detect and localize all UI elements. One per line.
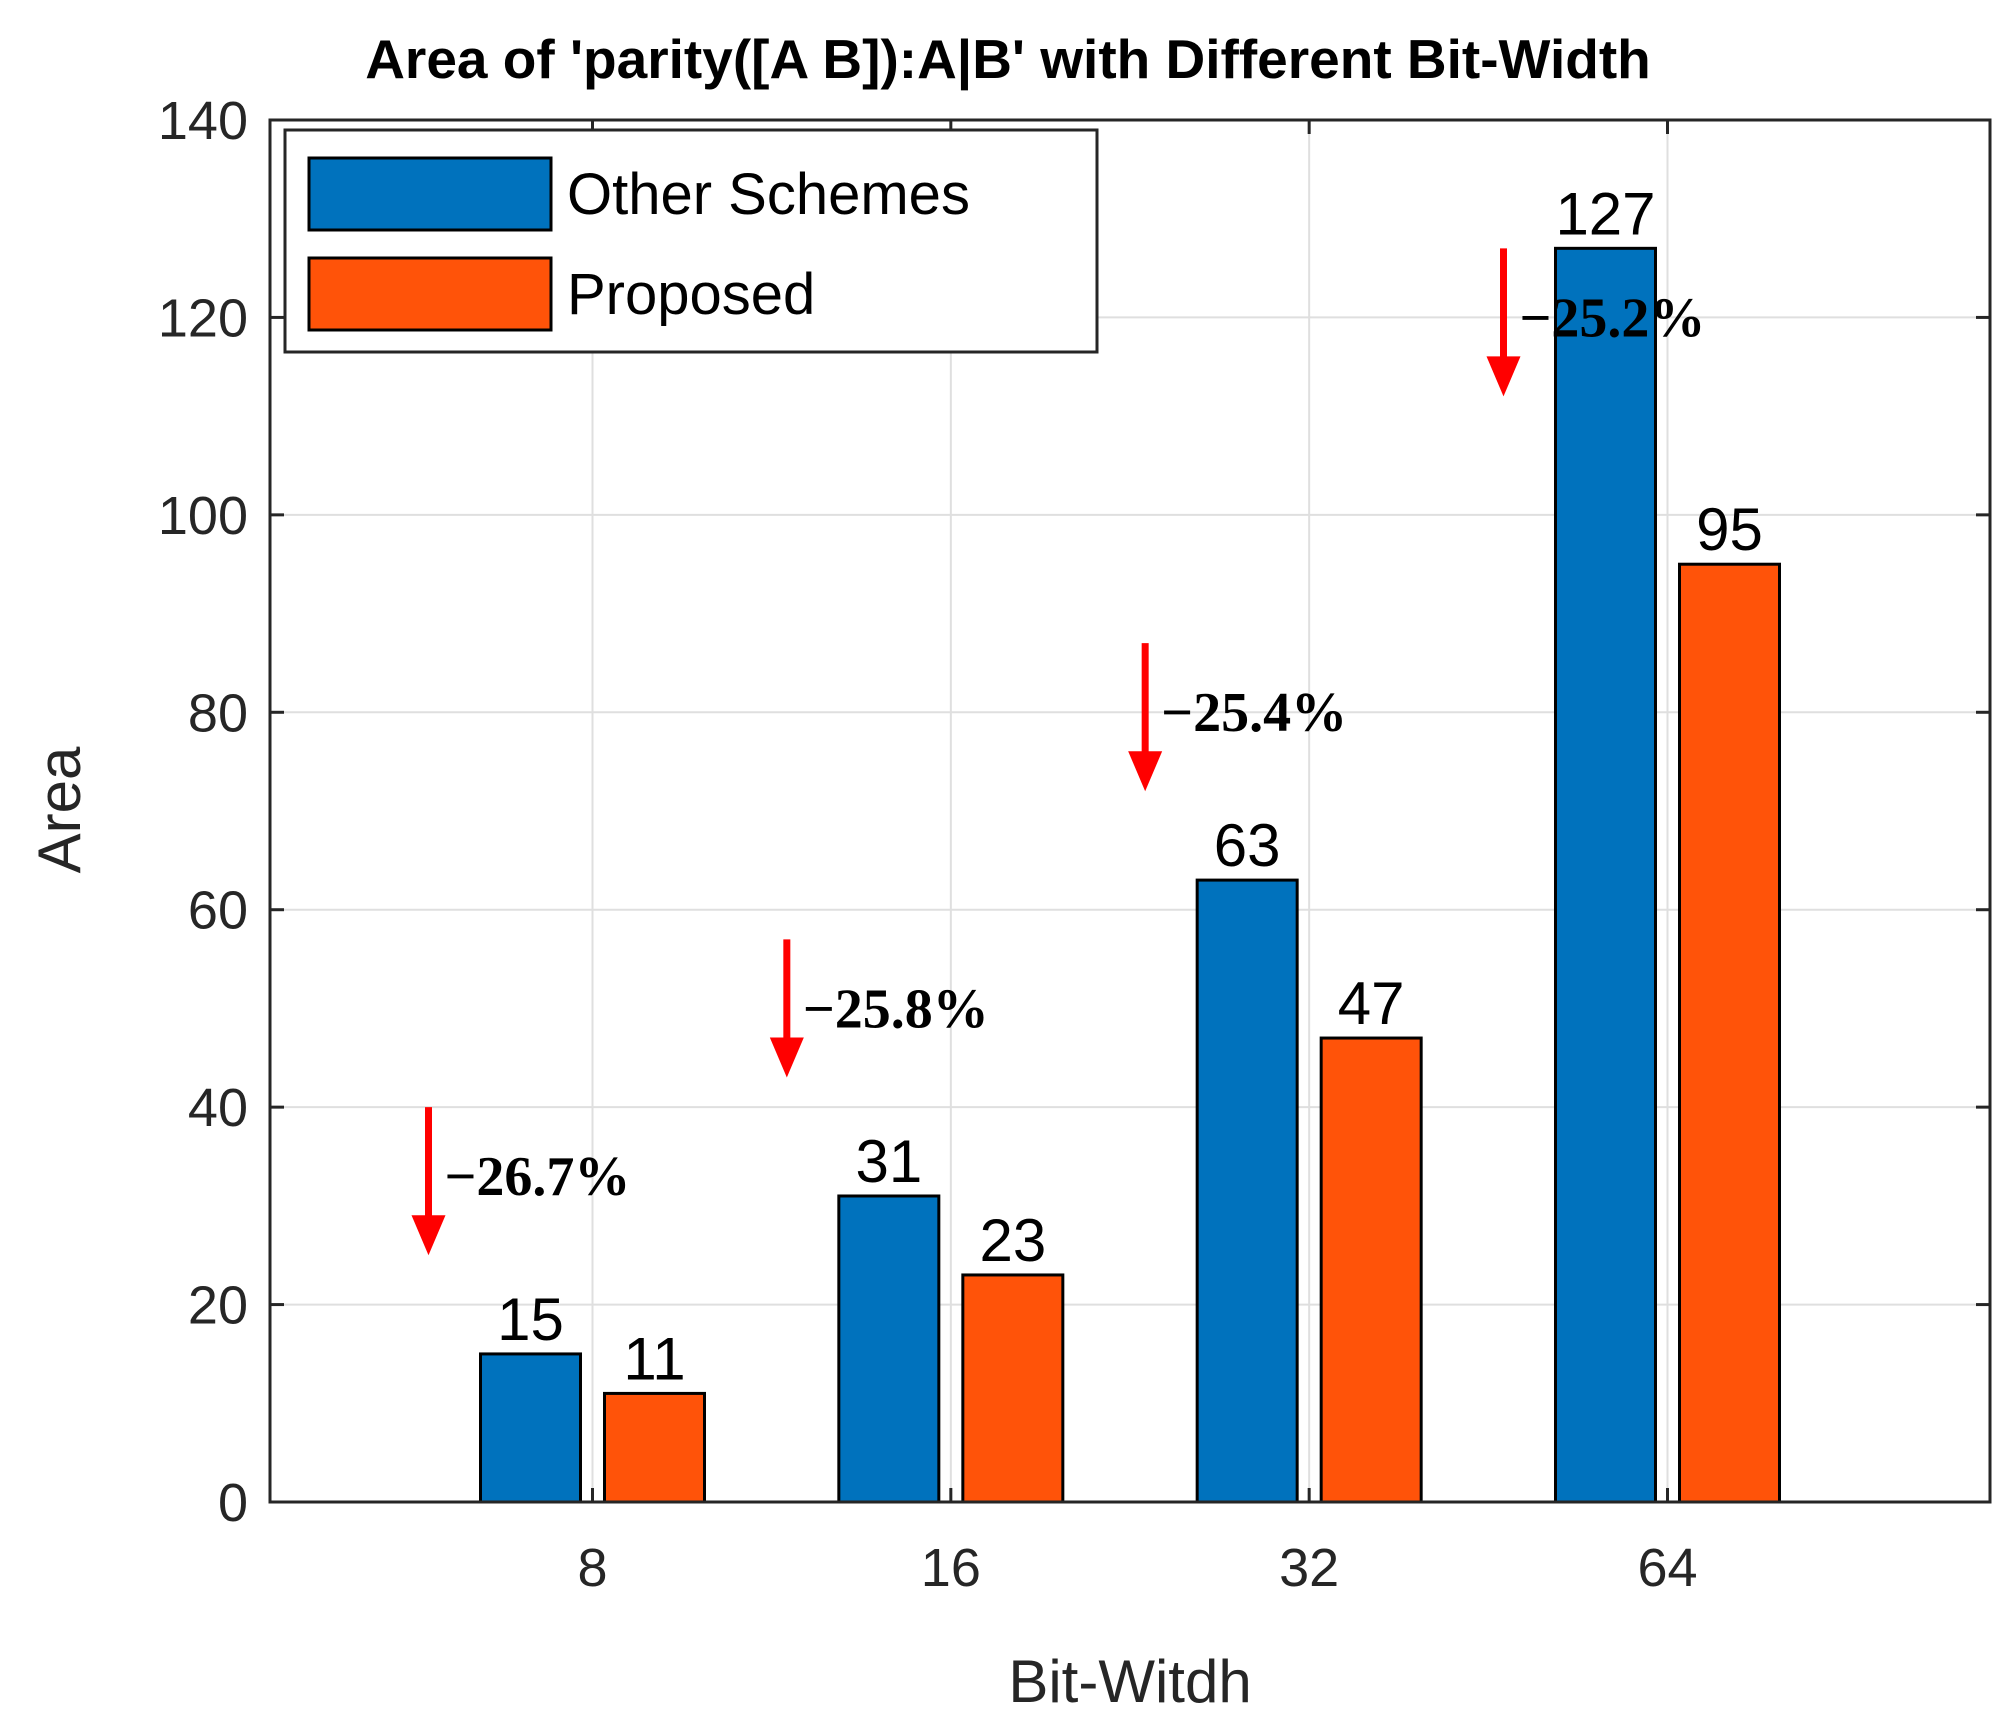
x-axis-label: Bit-Witdh (1008, 1648, 1251, 1715)
data-label: 95 (1696, 496, 1763, 563)
data-label: 15 (497, 1286, 564, 1353)
y-tick-label: 40 (188, 1078, 248, 1138)
x-tick-label: 8 (577, 1538, 607, 1598)
y-tick-label: 100 (158, 486, 248, 546)
x-tick-label: 64 (1637, 1538, 1697, 1598)
bar-other-schemes (1554, 246, 1657, 1504)
bar-other-schemes (837, 1194, 941, 1504)
x-tick-label: 32 (1279, 1538, 1339, 1598)
data-label: 63 (1214, 812, 1281, 879)
y-tick-label: 60 (188, 881, 248, 941)
annotation-arrow-head (411, 1215, 446, 1256)
annotation-text: −25.8% (803, 978, 989, 1040)
y-tick-label: 0 (218, 1473, 248, 1533)
bar-proposed (1678, 562, 1781, 1504)
value-labels: 15 31 63 127 11 23 47 95 (497, 180, 1763, 1392)
chart-title: Area of 'parity([A B]):A|B' with Differe… (365, 28, 1651, 91)
plot-frame (268, 118, 1992, 1504)
x-tick-label: 16 (921, 1538, 981, 1598)
data-label: 11 (623, 1325, 685, 1392)
annotation-text: −25.4% (1161, 682, 1347, 744)
annotation-text: −26.7% (445, 1146, 631, 1208)
bar-other-schemes (479, 1352, 582, 1504)
y-tick-label: 140 (158, 91, 248, 151)
data-label: 23 (979, 1207, 1046, 1274)
annotation-arrow-head (769, 1037, 804, 1078)
data-label: 47 (1338, 970, 1405, 1037)
annotation-text: −25.2% (1520, 287, 1706, 349)
y-axis-label: Area (26, 746, 93, 873)
axis-ticks: 0 20 40 60 80 100 120 140 8 16 32 64 (158, 91, 1990, 1598)
data-label: 127 (1555, 180, 1655, 247)
bar-proposed (961, 1273, 1065, 1504)
legend-label: Other Schemes (567, 162, 970, 227)
annotation-arrow-head (1128, 751, 1163, 792)
y-tick-label: 120 (158, 288, 248, 348)
bar-proposed (603, 1391, 706, 1504)
annotation-arrow-head (1486, 356, 1521, 397)
legend: Other Schemes Proposed (283, 128, 1099, 354)
annotations: −26.7% −25.8% −25.4% −25.2% (411, 248, 1706, 1256)
legend-swatch (307, 256, 553, 332)
legend-swatch (307, 156, 553, 232)
bar-other-schemes (1195, 878, 1299, 1504)
y-tick-label: 20 (188, 1276, 248, 1336)
bars (479, 246, 1781, 1504)
legend-label: Proposed (567, 262, 815, 327)
y-tick-label: 80 (188, 683, 248, 743)
bar-proposed (1319, 1036, 1423, 1504)
data-label: 31 (855, 1128, 922, 1195)
